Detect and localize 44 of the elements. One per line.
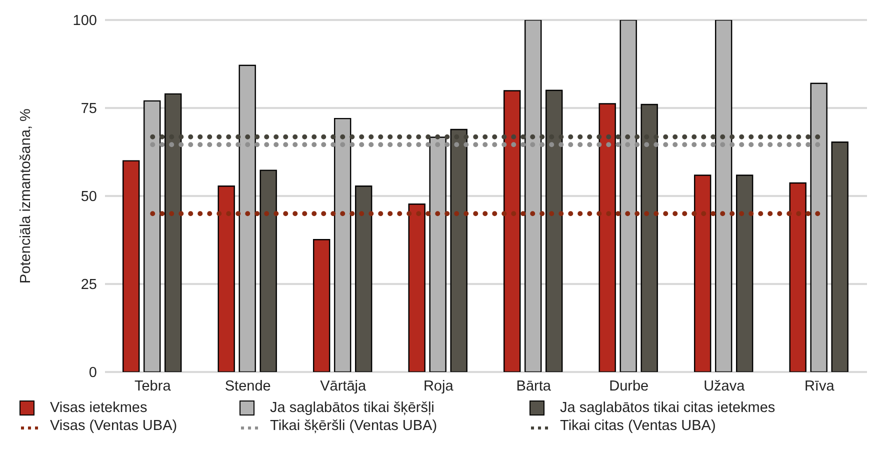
- bar: [238, 64, 256, 372]
- bar: [546, 90, 563, 372]
- legend-label: Tikai citas (Ventas UBA): [560, 418, 716, 434]
- bar: [831, 142, 848, 372]
- bar: [164, 93, 182, 372]
- bar: [260, 170, 277, 372]
- bar: [122, 160, 140, 372]
- bar: [450, 128, 468, 372]
- bar: [504, 90, 521, 372]
- bar: [144, 100, 161, 372]
- bar: [620, 20, 637, 372]
- x-tick-label: Tebra: [134, 378, 172, 394]
- y-axis-title: Potenciāla izmantošana, %: [18, 108, 34, 284]
- bar: [408, 203, 426, 372]
- bar: [355, 186, 372, 372]
- bar: [736, 174, 754, 372]
- x-tick-label: Rīva: [804, 378, 836, 394]
- x-tick-label: Durbe: [609, 378, 649, 394]
- bar: [640, 104, 658, 372]
- y-tick-label: 100: [72, 13, 97, 30]
- legend-label: Ja saglabātos tikai šķēršļi: [270, 400, 434, 416]
- x-tick-label: Užava: [704, 378, 746, 394]
- legend-label: Visas (Ventas UBA): [50, 418, 178, 434]
- bar: [218, 186, 235, 372]
- x-tick-label: Vārtāja: [320, 378, 368, 394]
- y-tick-label: 0: [88, 365, 97, 382]
- bar: [789, 182, 806, 372]
- bar: [429, 136, 446, 372]
- bar: [524, 20, 542, 372]
- y-tick-label: 25: [80, 277, 97, 294]
- x-tick-label: Bārta: [516, 378, 552, 394]
- bar: [715, 20, 732, 372]
- legend-label: Ja saglabātos tikai citas ietekmes: [560, 400, 776, 416]
- x-tick-label: Stende: [224, 378, 271, 394]
- bar: [694, 174, 712, 372]
- bar: [810, 82, 828, 372]
- y-tick-label: 75: [80, 101, 97, 118]
- bar: [334, 118, 352, 372]
- bar: [313, 239, 330, 372]
- legend-label: Tikai šķēršli (Ventas UBA): [270, 418, 438, 434]
- bar: [598, 103, 616, 372]
- y-tick-label: 50: [80, 189, 97, 206]
- legend-label: Visas ietekmes: [50, 400, 148, 416]
- x-tick-label: Roja: [423, 378, 454, 394]
